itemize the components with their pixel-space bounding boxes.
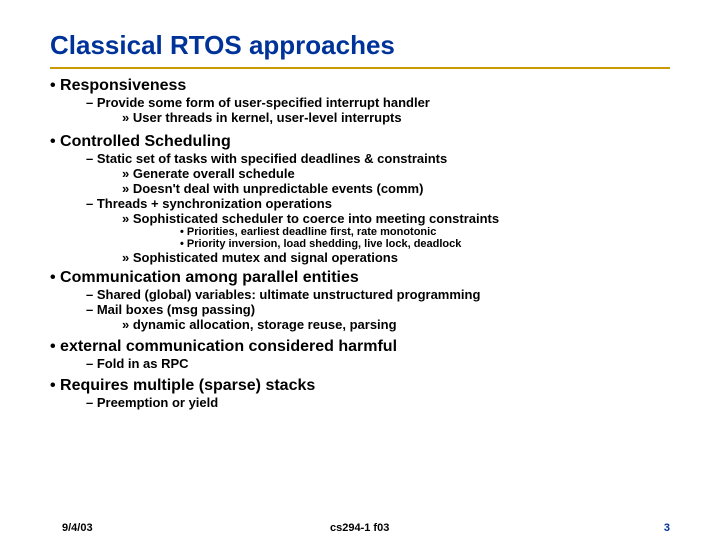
bullet-l3: User threads in kernel, user-level inter… xyxy=(136,110,670,125)
bullet-l3: Doesn't deal with unpredictable events (… xyxy=(136,181,670,196)
bullet-l2: Fold in as RPC xyxy=(100,356,670,371)
footer-page-number: 3 xyxy=(664,522,670,534)
slide-content: Classical RTOS approaches Responsiveness… xyxy=(0,0,720,420)
bullet-l3: Sophisticated scheduler to coerce into m… xyxy=(136,211,670,226)
bullet-l2: Static set of tasks with specified deadl… xyxy=(100,151,670,166)
bullet-l2: Provide some form of user-specified inte… xyxy=(100,95,670,110)
bullet-l3: Generate overall schedule xyxy=(136,166,670,181)
bullet-l2: Threads + synchronization operations xyxy=(100,196,670,211)
bullet-l1: Communication among parallel entities xyxy=(64,269,670,287)
bullet-l1: Responsiveness xyxy=(64,77,670,95)
footer-course: cs294-1 f03 xyxy=(330,522,389,534)
bullet-l1: external communication considered harmfu… xyxy=(64,338,670,356)
title-underline xyxy=(50,67,670,69)
bullet-l4: Priorities, earliest deadline first, rat… xyxy=(190,226,670,238)
bullet-l4: Priority inversion, load shedding, live … xyxy=(190,238,670,250)
slide-title: Classical RTOS approaches xyxy=(50,30,670,61)
bullet-l3: Sophisticated mutex and signal operation… xyxy=(136,250,670,265)
bullet-l2: Preemption or yield xyxy=(100,395,670,410)
footer-date: 9/4/03 xyxy=(62,522,93,534)
bullet-l1: Controlled Scheduling xyxy=(64,133,670,151)
bullet-l2: Mail boxes (msg passing) xyxy=(100,302,670,317)
bullet-l2: Shared (global) variables: ultimate unst… xyxy=(100,287,670,302)
bullet-l1: Requires multiple (sparse) stacks xyxy=(64,377,670,395)
bullet-l3: dynamic allocation, storage reuse, parsi… xyxy=(136,317,670,332)
